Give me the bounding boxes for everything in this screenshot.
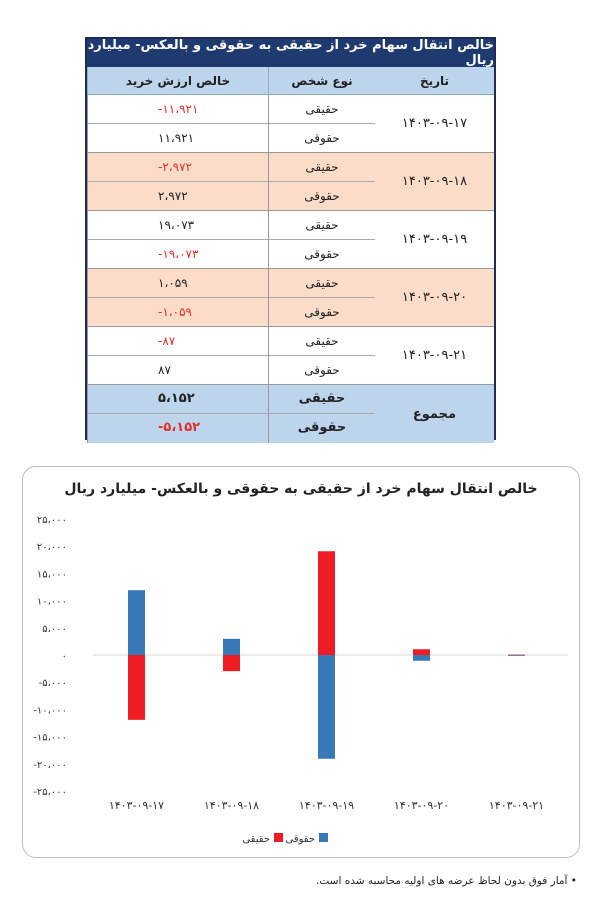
y-tick-label: ۲۵،۰۰۰ bbox=[37, 515, 67, 526]
y-tick-label: ۲۰،۰۰۰ bbox=[37, 542, 67, 553]
total-type-cell: حقوقی bbox=[297, 420, 347, 436]
bar bbox=[223, 655, 240, 672]
total-value-cell: -۵،۱۵۲ bbox=[158, 420, 201, 436]
bar bbox=[318, 655, 335, 759]
value-cell: ۱۱،۹۲۱ bbox=[158, 130, 195, 145]
table-row: ۱۹،۰۷۳ -۱۹،۰۷۳ حقیقی حقوقی ۱۴۰۳-۰۹-۱۹ bbox=[87, 211, 494, 269]
footnote: • آمار فوق بدون لحاظ عرضه های اولیه محاس… bbox=[316, 875, 577, 887]
type-cell: حقیقی bbox=[269, 269, 375, 298]
bar bbox=[223, 638, 240, 655]
value-cell: -۱۹،۰۷۳ bbox=[158, 246, 199, 261]
y-tick-label: -۲۰،۰۰۰ bbox=[33, 760, 67, 771]
type-cell: حقوقی bbox=[304, 188, 340, 203]
date-cell: ۱۴۰۳-۰۹-۱۸ bbox=[401, 174, 468, 189]
y-tick-label: -۱۰،۰۰۰ bbox=[33, 705, 67, 716]
y-tick-label: -۵،۰۰۰ bbox=[39, 678, 67, 689]
y-tick-label: ۰ bbox=[62, 651, 67, 662]
value-cell: -۸۷ bbox=[88, 327, 268, 356]
value-cell: ۱۹،۰۷۳ bbox=[88, 211, 268, 240]
bar bbox=[128, 590, 145, 655]
table-header-row: خالص ارزش خرید نوع شخص تاریخ bbox=[87, 67, 494, 95]
bullet-icon: • bbox=[567, 875, 577, 887]
type-cell: حقوقی bbox=[304, 130, 340, 145]
x-tick-label: ۱۴۰۳-۰۹-۱۹ bbox=[299, 799, 354, 812]
footnote-text: آمار فوق بدون لحاظ عرضه های اولیه محاسبه… bbox=[316, 875, 568, 887]
bar bbox=[508, 654, 525, 656]
type-cell: حقوقی bbox=[304, 304, 340, 319]
bar bbox=[128, 655, 145, 720]
legend-swatch bbox=[274, 833, 283, 842]
y-tick-label: ۱۵،۰۰۰ bbox=[37, 569, 67, 580]
type-cell: حقوقی bbox=[304, 246, 340, 261]
legend-label: حقوقی bbox=[285, 834, 315, 845]
x-tick-label: ۱۴۰۳-۰۹-۲۱ bbox=[489, 799, 544, 812]
chart-container: خالص انتقال سهام خرد از حقیقی به حقوقی و… bbox=[22, 466, 580, 858]
bar bbox=[413, 649, 430, 655]
x-tick-label: ۱۴۰۳-۰۹-۱۸ bbox=[204, 799, 259, 812]
legend-swatch bbox=[319, 833, 328, 842]
y-tick-label: -۱۵،۰۰۰ bbox=[33, 733, 67, 744]
value-cell: ۲،۹۷۲ bbox=[158, 188, 188, 203]
header-value: خالص ارزش خرید bbox=[87, 67, 268, 94]
x-tick-label: ۱۴۰۳-۰۹-۱۷ bbox=[109, 799, 164, 812]
table-body: -۱۱،۹۲۱ ۱۱،۹۲۱ حقیقی حقوقی ۱۴۰۳-۰۹-۱۷ -۲… bbox=[87, 95, 494, 443]
y-tick-label: ۱۰،۰۰۰ bbox=[37, 597, 67, 608]
table-row: -۱۱،۹۲۱ ۱۱،۹۲۱ حقیقی حقوقی ۱۴۰۳-۰۹-۱۷ bbox=[87, 95, 494, 153]
table-row: -۸۷ ۸۷ حقیقی حقوقی ۱۴۰۳-۰۹-۲۱ bbox=[87, 327, 494, 385]
total-type-cell: حقیقی bbox=[269, 385, 375, 414]
table-row: ۱،۰۵۹ -۱،۰۵۹ حقیقی حقوقی ۱۴۰۳-۰۹-۲۰ bbox=[87, 269, 494, 327]
date-cell: ۱۴۰۳-۰۹-۱۹ bbox=[401, 232, 468, 247]
type-cell: حقوقی bbox=[304, 362, 340, 377]
date-cell: ۱۴۰۳-۰۹-۲۰ bbox=[401, 290, 468, 305]
type-cell: حقیقی bbox=[269, 95, 375, 124]
legend-label: حقیقی bbox=[242, 834, 270, 845]
total-value-cell: ۵،۱۵۲ bbox=[88, 385, 268, 414]
date-cell: ۱۴۰۳-۰۹-۱۷ bbox=[401, 116, 468, 131]
table-total-row: ۵،۱۵۲ -۵،۱۵۲ حقیقی حقوقی مجموع bbox=[87, 385, 494, 443]
type-cell: حقیقی bbox=[269, 153, 375, 182]
value-cell: -۱،۰۵۹ bbox=[158, 304, 192, 319]
value-cell: -۱۱،۹۲۱ bbox=[88, 95, 268, 124]
type-cell: حقیقی bbox=[269, 327, 375, 356]
y-tick-label: ۵،۰۰۰ bbox=[42, 624, 67, 635]
table-title: خالص انتقال سهام خرد از حقیقی به حقوقی و… bbox=[87, 38, 494, 68]
header-date: تاریخ bbox=[419, 73, 450, 88]
chart-title: خالص انتقال سهام خرد از حقیقی به حقوقی و… bbox=[64, 481, 538, 497]
bar bbox=[508, 655, 525, 656]
type-cell: حقیقی bbox=[269, 211, 375, 240]
bar-chart: ۲۵،۰۰۰ ۲۰،۰۰۰ ۱۵،۰۰۰ ۱۰،۰۰۰ ۵،۰۰۰ ۰ -۵،۰۰۰ -۱۰،… bbox=[33, 515, 568, 845]
date-cell: ۱۴۰۳-۰۹-۲۱ bbox=[401, 348, 468, 363]
x-tick-label: ۱۴۰۳-۰۹-۲۰ bbox=[394, 799, 449, 812]
transfer-table: خالص انتقال سهام خرد از حقیقی به حقوقی و… bbox=[85, 37, 496, 443]
bar bbox=[318, 551, 335, 655]
header-type: نوع شخص bbox=[268, 67, 375, 94]
value-cell: ۸۷ bbox=[158, 362, 171, 377]
total-label: مجموع bbox=[412, 406, 457, 422]
bar bbox=[413, 655, 430, 661]
y-tick-label: -۲۵،۰۰۰ bbox=[33, 787, 67, 798]
value-cell: -۲،۹۷۲ bbox=[88, 153, 268, 182]
table-row: -۲،۹۷۲ ۲،۹۷۲ حقیقی حقوقی ۱۴۰۳-۰۹-۱۸ bbox=[87, 153, 494, 211]
value-cell: ۱،۰۵۹ bbox=[88, 269, 268, 298]
